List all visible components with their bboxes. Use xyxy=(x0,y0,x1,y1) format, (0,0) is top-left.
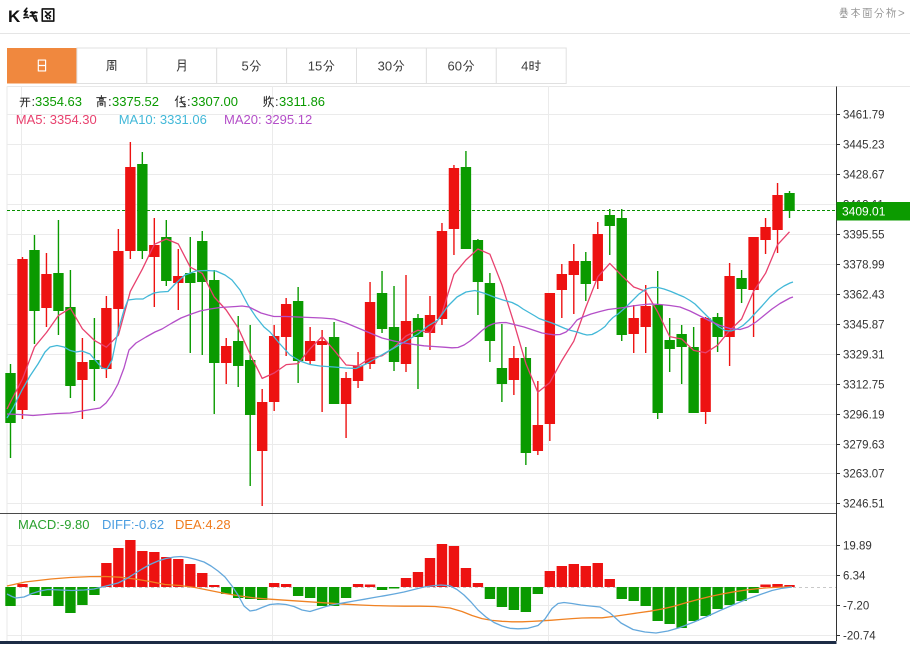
svg-text:3307.00: 3307.00 xyxy=(191,94,238,109)
svg-text:MA5: 3354.30: MA5: 3354.30 xyxy=(16,112,97,127)
svg-text:30: 30 xyxy=(378,59,392,74)
svg-text:3445.23: 3445.23 xyxy=(843,140,885,152)
svg-text:-7.20: -7.20 xyxy=(843,601,869,613)
svg-text:3263.07: 3263.07 xyxy=(843,469,885,481)
svg-text:6.34: 6.34 xyxy=(843,571,866,583)
svg-text:15: 15 xyxy=(308,59,322,74)
svg-text:-20.74: -20.74 xyxy=(843,631,876,643)
svg-text:3395.55: 3395.55 xyxy=(843,230,885,242)
svg-text:3246.51: 3246.51 xyxy=(843,499,885,511)
svg-text:3375.52: 3375.52 xyxy=(112,94,159,109)
svg-text:MACD:-9.80: MACD:-9.80 xyxy=(18,517,90,532)
svg-text:3378.99: 3378.99 xyxy=(843,260,885,272)
svg-text:3428.67: 3428.67 xyxy=(843,170,885,182)
svg-text:3345.87: 3345.87 xyxy=(843,320,885,332)
svg-text:3362.43: 3362.43 xyxy=(843,290,885,302)
svg-text:K: K xyxy=(8,7,21,26)
svg-text:3312.75: 3312.75 xyxy=(843,380,885,392)
svg-text:DEA:4.28: DEA:4.28 xyxy=(175,517,231,532)
svg-text:3296.19: 3296.19 xyxy=(843,410,885,422)
svg-text:MA10: 3331.06: MA10: 3331.06 xyxy=(119,112,207,127)
svg-text:3329.31: 3329.31 xyxy=(843,350,885,362)
svg-text:60: 60 xyxy=(448,59,462,74)
svg-text:3354.63: 3354.63 xyxy=(35,94,82,109)
svg-text:>: > xyxy=(898,8,905,20)
svg-text:4: 4 xyxy=(521,59,528,74)
svg-text:DIFF:-0.62: DIFF:-0.62 xyxy=(102,517,164,532)
svg-text:MA20: 3295.12: MA20: 3295.12 xyxy=(224,112,312,127)
svg-text:3461.79: 3461.79 xyxy=(843,110,885,122)
svg-text:3311.86: 3311.86 xyxy=(279,94,325,109)
svg-text:3279.63: 3279.63 xyxy=(843,440,885,452)
svg-text:3409.01: 3409.01 xyxy=(842,205,886,219)
svg-text:5: 5 xyxy=(242,59,249,74)
svg-text:19.89: 19.89 xyxy=(843,541,872,553)
